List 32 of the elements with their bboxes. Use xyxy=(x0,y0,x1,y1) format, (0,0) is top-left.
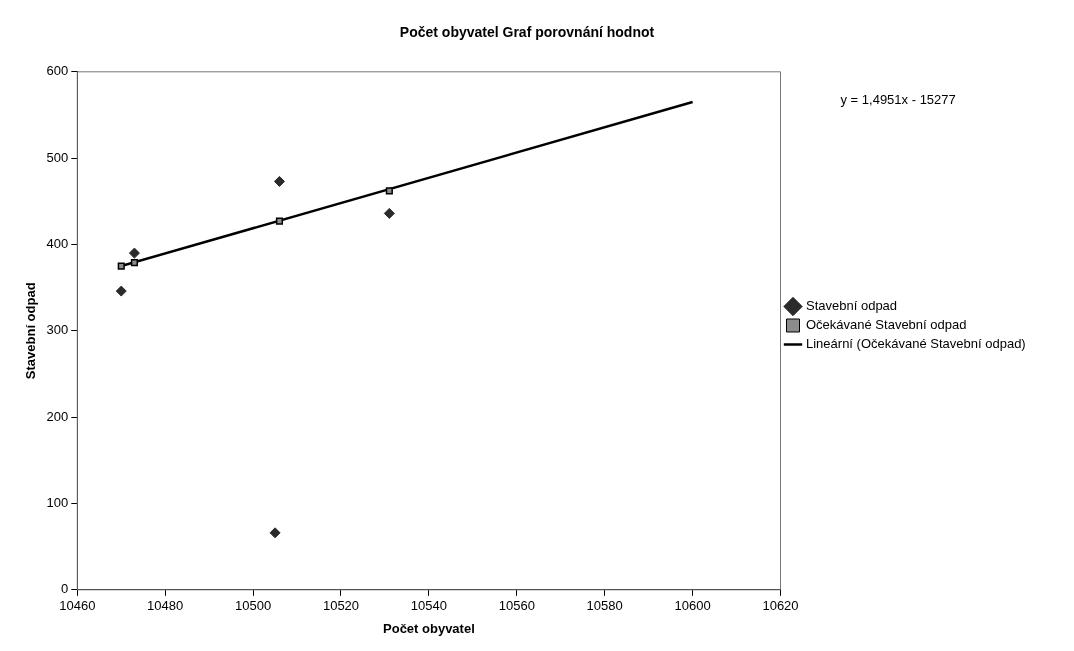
y-tick-label: 100 xyxy=(46,495,69,511)
x-tick-label: 10580 xyxy=(586,598,623,614)
y-tick-label: 200 xyxy=(46,408,69,424)
chart-title: Počet obyvatel Graf porovnání hodnot xyxy=(399,24,655,41)
x-tick-label: 10460 xyxy=(59,598,96,614)
point xyxy=(115,285,127,297)
y-tick-label: 600 xyxy=(46,63,69,79)
legend-label: Stavební odpad xyxy=(806,298,898,314)
x-tick-label: 10600 xyxy=(674,598,711,614)
legend-label: Očekávané Stavební odpad xyxy=(806,317,967,333)
y-tick-label: 400 xyxy=(46,236,69,252)
point xyxy=(275,217,284,225)
x-tick-label: 10560 xyxy=(498,598,535,614)
y-axis-title: Stavební odpad xyxy=(23,282,39,380)
y-tick-label: 300 xyxy=(46,322,69,338)
point xyxy=(273,175,285,187)
y-tick-label: 500 xyxy=(46,149,69,165)
x-tick-label: 10500 xyxy=(235,598,272,614)
x-tick-label: 10480 xyxy=(147,598,184,614)
y-tick-label: 0 xyxy=(61,581,69,597)
x-tick-label: 10520 xyxy=(322,598,360,614)
point xyxy=(383,207,395,219)
point xyxy=(128,247,140,259)
point xyxy=(385,187,393,195)
point xyxy=(130,259,138,267)
legend-label: Lineární (Očekávané Stavební odpad) xyxy=(806,336,1026,352)
x-axis-title: Počet obyvatel xyxy=(383,620,475,636)
x-tick-label: 10620 xyxy=(762,598,799,614)
point xyxy=(269,527,281,539)
text: y = 1,4951x - 15277 xyxy=(840,91,956,107)
x-tick-label: 10540 xyxy=(410,598,447,614)
point xyxy=(117,262,125,270)
